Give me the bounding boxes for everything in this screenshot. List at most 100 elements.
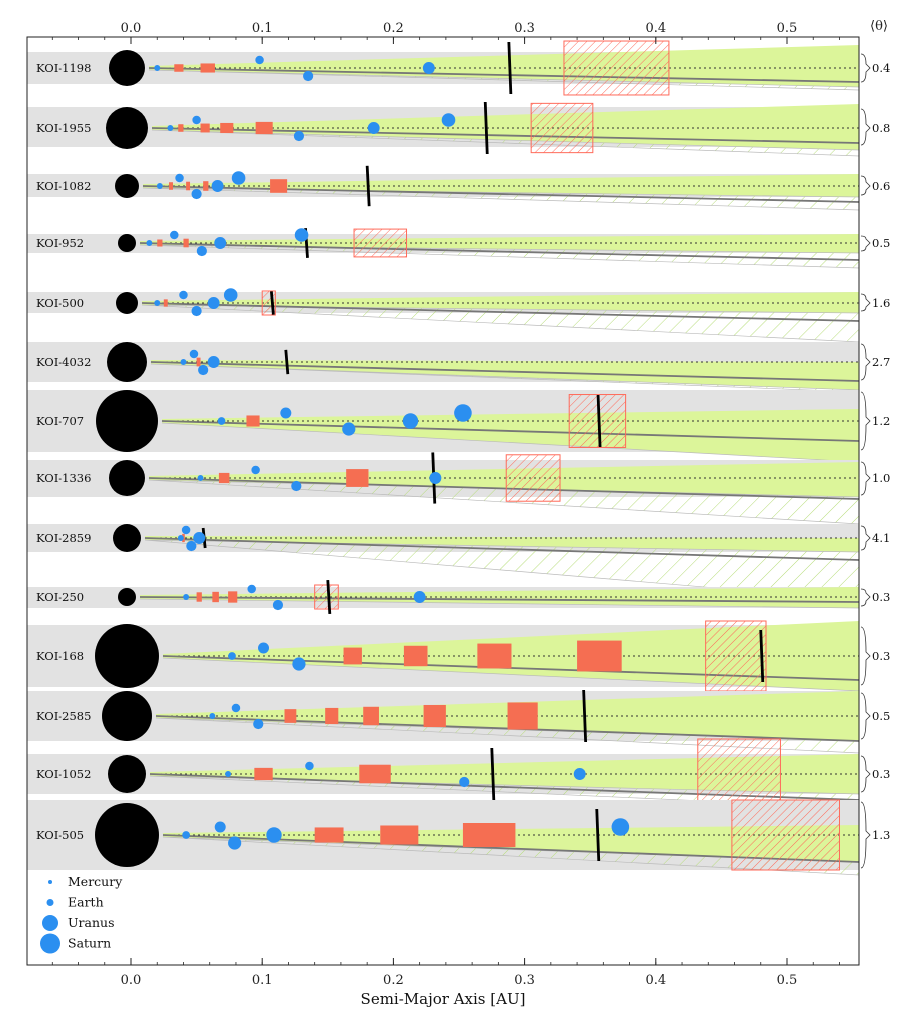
koi-2859-trend-line [144, 537, 860, 561]
x-tick-label-top-1: 0.1 [252, 21, 273, 36]
koi-1955-stability-edge [483, 101, 489, 155]
koi-1082-planet-1 [175, 173, 184, 183]
koi-952-theta-brace [860, 235, 871, 252]
koi-1198-trend-line [148, 67, 860, 83]
koi-1336-trend-line [148, 477, 860, 500]
koi-1082-planet-3 [211, 180, 224, 192]
koi-1955-theta-value: 0.8 [872, 121, 890, 135]
koi-168-label: KOI-168 [36, 649, 84, 663]
koi-707-planet-3 [402, 413, 419, 429]
koi-500-planet-1 [179, 290, 188, 300]
koi-952-planet-2 [196, 245, 207, 257]
koi-1052-planet-2 [459, 776, 470, 788]
koi-2859-stability-band [145, 536, 859, 552]
koi-1052-planet-0 [225, 771, 232, 777]
koi-500-label: KOI-500 [36, 296, 84, 310]
x-tick-label-bottom-4: 0.4 [645, 973, 666, 988]
koi-1082-gap-2 [203, 181, 209, 191]
koi-1082-stability-band [143, 174, 859, 197]
koi-707-trend-line [161, 420, 860, 442]
koi-500-theta-value: 1.6 [872, 296, 890, 310]
koi-952-stability-band [140, 234, 859, 253]
koi-168-planet-1 [258, 642, 270, 654]
koi-250-theta-value: 0.3 [872, 590, 890, 604]
koi-1082-stability-edge [365, 165, 371, 207]
koi-707-stability-band [162, 409, 859, 462]
koi-1955-planet-2 [293, 130, 305, 142]
koi-2585-gap-4 [507, 702, 538, 730]
koi-4032-star [107, 342, 147, 382]
koi-1052-habitable-zone [697, 738, 781, 810]
koi-1955-habitable-zone [530, 102, 594, 154]
koi-2859-theta-brace [860, 525, 871, 551]
koi-500-trend-line [141, 302, 860, 322]
koi-1052-star [108, 755, 146, 793]
koi-952-habitable-zone [353, 228, 408, 258]
koi-1336-gap-1 [346, 469, 369, 487]
koi-1198-star [109, 50, 145, 86]
legend-label-earth: Earth [68, 895, 104, 910]
koi-4032-theta-brace [860, 343, 871, 381]
koi-1198-stability-band [149, 45, 859, 87]
koi-250-planet-2 [272, 599, 284, 611]
koi-1082-trend-line [142, 185, 860, 203]
koi-2585-stability-edge [582, 689, 588, 743]
koi-707-theta-brace [860, 391, 871, 451]
koi-1198-planet-2 [303, 70, 314, 82]
koi-4032-label: KOI-4032 [36, 355, 91, 369]
koi-952-gap-0 [157, 239, 163, 247]
koi-505-theta-brace [860, 801, 871, 869]
koi-952-planet-4 [294, 228, 309, 242]
koi-952-planet-1 [170, 230, 179, 240]
koi-1198-planet-1 [255, 55, 264, 65]
x-tick-label-bottom-1: 0.1 [252, 973, 273, 988]
koi-952-theta-value: 0.5 [872, 236, 890, 250]
x-tick-label-top-0: 0.0 [121, 21, 142, 36]
koi-505-label: KOI-505 [36, 828, 84, 842]
koi-707-label: KOI-707 [36, 414, 84, 428]
koi-1198-theta-brace [860, 53, 871, 83]
koi-4032-theta-value: 2.7 [872, 355, 890, 369]
koi-707-planet-4 [454, 404, 472, 422]
koi-952-trend-line [139, 242, 860, 261]
koi-500-theta-brace [860, 293, 871, 312]
x-tick-label-bottom-2: 0.2 [383, 973, 404, 988]
koi-2585-trend-line [155, 715, 860, 742]
koi-1082-planet-4 [231, 171, 246, 185]
koi-1052-gap-1 [359, 764, 391, 784]
legend: Mercury Earth Uranus Saturn [40, 874, 123, 954]
koi-168-gap-1 [403, 645, 428, 667]
right-axis-label: ⟨θ⟩ [870, 19, 888, 34]
koi-250-habitable-zone [314, 584, 339, 610]
koi-1955-planet-4 [441, 113, 456, 127]
plot-frame [26, 36, 860, 966]
legend-marker-mercury [48, 880, 52, 884]
koi-4032-stability-edge [284, 349, 290, 375]
koi-500-planet-3 [207, 297, 220, 309]
koi-1198-habitable-zone [563, 40, 670, 96]
koi-4032-planet-1 [189, 349, 199, 359]
koi-1052-stability-edge [490, 747, 496, 801]
koi-1336-planet-0 [197, 475, 204, 481]
koi-500-stability-edge [269, 291, 275, 315]
koi-952-label: KOI-952 [36, 236, 84, 250]
koi-1198-planet-3 [422, 62, 435, 74]
koi-1955-label: KOI-1955 [36, 121, 91, 135]
plot-area: KOI-1198 0.4 KOI-1955 0.8 KOI-1082 0.6 KOI-952… [27, 37, 890, 965]
koi-707-habitable-zone [568, 394, 627, 448]
koi-707-gap-0 [246, 415, 260, 427]
koi-1082-gap-0 [169, 182, 173, 190]
koi-250-stability-band [140, 587, 859, 608]
koi-505-planet-4 [611, 818, 630, 836]
koi-952-planet-0 [146, 240, 153, 246]
koi-1955-gap-0 [178, 124, 184, 132]
koi-4032-planet-3 [207, 356, 220, 368]
koi-2585-gap-0 [284, 709, 297, 723]
koi-1052-stability-band [150, 754, 859, 794]
koi-1198-stability-edge [507, 41, 513, 95]
koi-1336-stability-band [149, 462, 859, 497]
koi-250-stability-edge [326, 580, 332, 614]
koi-505-star [95, 803, 159, 867]
koi-1052-gap-0 [254, 767, 273, 781]
